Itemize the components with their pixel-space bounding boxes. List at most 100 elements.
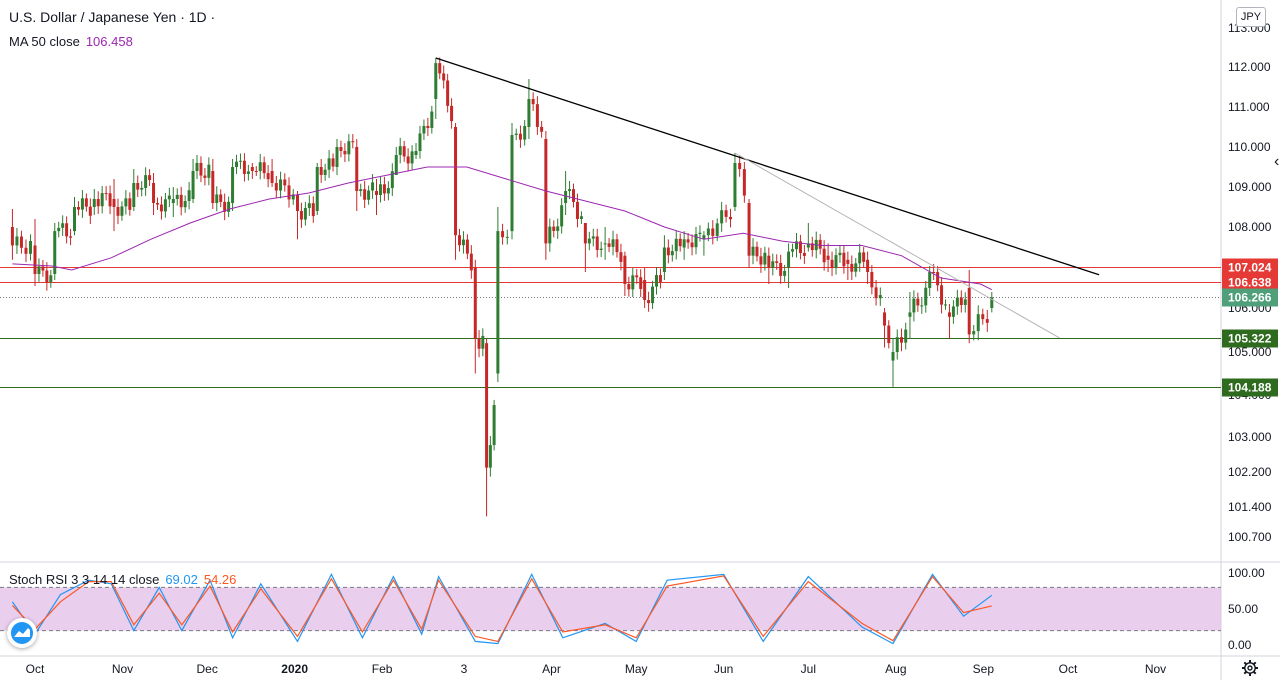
candle-body [426, 125, 430, 128]
tradingview-logo-icon[interactable] [7, 618, 37, 648]
candle-body [283, 179, 287, 186]
candle-body [140, 187, 144, 190]
candle-body [10, 227, 14, 246]
candle-body [631, 275, 635, 290]
candle-body [972, 331, 976, 335]
candle-body [359, 189, 363, 191]
candle-body [266, 173, 270, 180]
candle-body [84, 198, 88, 207]
price-tick-label: 111.000 [1228, 100, 1270, 114]
candle-body [339, 147, 343, 151]
candle-body [771, 261, 775, 268]
candle-body [335, 147, 339, 167]
candle-body [583, 223, 587, 244]
candle-body [167, 195, 171, 200]
stoch-rsi-legend[interactable]: Stoch RSI 3 3 14 14 close 69.02 54.26 [9, 572, 236, 587]
ma-legend[interactable]: MA 50 close 106.458 [9, 34, 133, 49]
candle-body [315, 167, 319, 211]
candle-body [623, 255, 627, 284]
candle-body [33, 245, 37, 274]
chart-title: U.S. Dollar / Japanese Yen · 1D · [9, 9, 216, 25]
candle-body [446, 80, 450, 106]
candle-body [767, 255, 771, 268]
price-tick-label: 100.700 [1228, 530, 1272, 544]
logo-glyph-icon [11, 622, 33, 644]
candle-body [698, 232, 702, 235]
stoch-tick-label: 100.00 [1228, 566, 1265, 580]
support-level-label: 105.322 [1228, 332, 1272, 346]
gear-glyph-icon [1242, 660, 1258, 676]
candle-body [136, 183, 140, 190]
candle-body [461, 239, 465, 246]
candle-body [963, 299, 967, 306]
candle-body [287, 185, 291, 200]
candle-body [291, 194, 295, 200]
candle-body [751, 246, 755, 256]
candle-body [702, 235, 706, 240]
candle-body [108, 193, 112, 207]
candle-body [810, 243, 814, 251]
candle-body [858, 252, 862, 264]
candle-body [603, 243, 607, 245]
candle-body [651, 286, 655, 304]
candle-body [254, 171, 258, 172]
candle-body [246, 171, 250, 174]
candle-body [327, 158, 331, 170]
candle-body [920, 305, 924, 307]
resistance-level-label: 107.024 [1228, 261, 1272, 275]
candle-body [611, 239, 615, 247]
price-tick-label: 101.400 [1228, 500, 1272, 514]
chart-title-legend[interactable]: U.S. Dollar / Japanese Yen · 1D · [9, 9, 215, 25]
candle-body [386, 188, 390, 194]
currency-badge[interactable]: JPY [1236, 7, 1266, 27]
candle-body [211, 171, 215, 203]
candle-body [535, 104, 539, 127]
candle-body [406, 156, 410, 164]
candle-body [112, 199, 116, 207]
scroll-handle-icon[interactable]: ‹ [1274, 153, 1280, 170]
candle-body [175, 194, 179, 199]
candle-body [720, 210, 724, 224]
candle-body [258, 162, 262, 172]
candle-body [967, 288, 971, 335]
candle-body [442, 73, 446, 81]
candle-body [599, 248, 603, 250]
candle-body [510, 135, 514, 232]
candle-body [179, 194, 183, 208]
support-level-label: 104.188 [1228, 381, 1272, 395]
candle-body [747, 203, 751, 256]
stoch-tick-label: 0.00 [1228, 638, 1252, 652]
time-tick-label: Oct [1059, 662, 1078, 676]
candle-body [394, 155, 398, 175]
candle-body [501, 231, 505, 238]
candle-body [654, 275, 658, 287]
support-level-tag [1222, 329, 1278, 348]
candle-body [488, 445, 492, 468]
candle-body [883, 312, 887, 326]
candle-body [899, 337, 903, 343]
candle-body [477, 338, 481, 349]
candle-body [355, 147, 359, 191]
candle-body [846, 259, 850, 264]
candle-body [250, 167, 254, 171]
candle-body [422, 125, 426, 134]
candle-body [838, 252, 842, 256]
gear-icon[interactable] [1241, 659, 1259, 677]
candle-body [496, 231, 500, 374]
candle-body [798, 241, 802, 253]
candle-body [37, 266, 41, 274]
candle-body [104, 193, 108, 195]
time-tick-label: Apr [542, 662, 561, 676]
candle-body [351, 141, 355, 143]
candle-body [485, 343, 489, 468]
candle-body [947, 312, 951, 317]
price-tick-label: 108.000 [1228, 220, 1272, 234]
candle-body [363, 189, 367, 200]
candle-body [895, 337, 899, 352]
candle-body [152, 183, 156, 203]
ma-label: MA 50 close [9, 34, 80, 49]
candle-body [61, 223, 65, 228]
candle-body [706, 228, 710, 236]
